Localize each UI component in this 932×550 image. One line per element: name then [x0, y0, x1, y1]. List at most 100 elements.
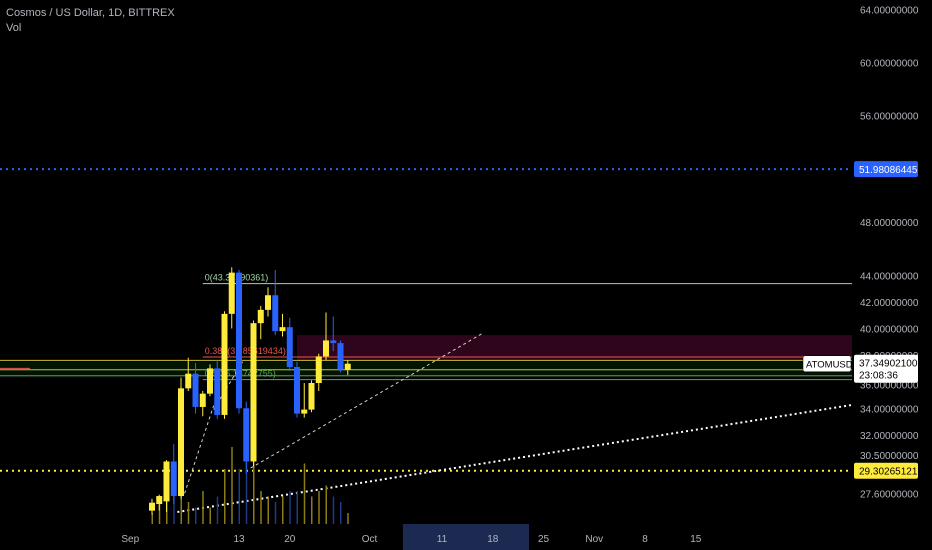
trendline-long[interactable] [177, 403, 853, 513]
candle-body [185, 373, 192, 389]
candle-body [344, 363, 351, 370]
candle[interactable] [294, 361, 300, 418]
candle[interactable] [250, 320, 257, 467]
price-axis-label: 27.60000000 [860, 489, 919, 500]
bar-countdown: 23:08:36 [859, 371, 898, 382]
svg-text:51.98086445: 51.98086445 [859, 165, 918, 176]
candle[interactable] [170, 444, 177, 505]
volume-bar [325, 485, 327, 524]
candle[interactable] [337, 340, 344, 373]
price-axis-label: 40.00000000 [860, 324, 919, 335]
time-axis-label: 11 [437, 534, 448, 545]
candle-body [294, 367, 300, 414]
candle-body [163, 461, 170, 502]
volume-bar [195, 507, 197, 524]
candle[interactable] [192, 363, 199, 414]
symbol-title[interactable]: Cosmos / US Dollar, 1D, BITTREX [6, 7, 175, 19]
time-axis-label: 20 [284, 534, 296, 545]
time-axis-highlight [402, 524, 529, 550]
time-axis-label: 18 [487, 534, 499, 545]
candle-body [337, 343, 344, 370]
candle[interactable] [330, 316, 337, 352]
volume-bar [303, 463, 306, 524]
candle-body [236, 272, 242, 409]
candle[interactable] [323, 312, 329, 361]
candle-body [178, 388, 184, 497]
price-axis-label: 30.50000000 [860, 451, 919, 462]
candle[interactable] [243, 401, 250, 474]
candle[interactable] [286, 317, 293, 372]
candle-body [243, 408, 250, 462]
svg-text:29.30265121: 29.30265121 [859, 467, 918, 478]
volume-bar [332, 496, 335, 524]
candle[interactable] [199, 390, 206, 417]
candle[interactable] [344, 360, 351, 376]
candle[interactable] [185, 357, 192, 391]
trendline-short[interactable] [250, 332, 485, 469]
candle[interactable] [163, 460, 170, 512]
volume-bar [158, 504, 161, 524]
price-axis-label: 56.00000000 [860, 112, 919, 123]
candle[interactable] [265, 287, 271, 317]
candle-body [308, 383, 315, 410]
volume-bar [245, 441, 248, 524]
volume-bar [340, 502, 342, 524]
candle-body [221, 313, 228, 415]
chart-legend: Cosmos / US Dollar, 1D, BITTREX Vol [6, 6, 175, 36]
candle[interactable] [279, 313, 286, 337]
volume-bar [347, 513, 349, 524]
time-axis-label: Sep [121, 534, 139, 545]
candle[interactable] [272, 269, 279, 336]
candle[interactable] [214, 360, 221, 419]
volume-bar [151, 513, 153, 524]
volume-bar [274, 502, 277, 524]
fib-level-label: 0.382(37.85619434) [205, 346, 286, 356]
time-axis-label: 8 [642, 534, 648, 545]
symbol-badge: ATOMUSD [802, 355, 853, 372]
price-axis-label: 34.00000000 [860, 404, 919, 415]
candle[interactable] [178, 377, 184, 499]
volume-bar [282, 496, 284, 524]
candle[interactable] [315, 353, 322, 391]
volume-bar [187, 502, 190, 524]
candle[interactable] [156, 494, 163, 511]
price-axis-label: 42.00000000 [860, 298, 919, 309]
candle[interactable] [236, 269, 242, 414]
volume-bar [253, 458, 255, 524]
candle-body [207, 368, 213, 394]
candle-body [228, 272, 235, 314]
candle[interactable] [228, 267, 235, 329]
candle[interactable] [207, 364, 213, 397]
candle-body [279, 327, 286, 332]
candle-body [250, 323, 257, 462]
price-axis-label: 44.00000000 [860, 271, 919, 282]
volume-indicator-label[interactable]: Vol [6, 22, 22, 34]
candle-body [149, 502, 155, 511]
volume-bar [231, 447, 233, 524]
volume-bar [216, 496, 219, 524]
level-price-badge: 51.98086445 [854, 161, 918, 178]
level-price-badge: 29.30265121 [854, 462, 918, 479]
time-axis-label: Nov [585, 534, 603, 545]
candle[interactable] [308, 380, 315, 413]
candle[interactable] [301, 383, 308, 418]
candle[interactable] [257, 305, 264, 340]
candle-body [199, 393, 206, 407]
candle-body [301, 409, 308, 414]
candle-body [156, 496, 163, 505]
volume-bar [318, 491, 320, 524]
price-axis-label: 48.00000000 [860, 218, 919, 229]
candle-body [315, 356, 322, 384]
volume-bar [209, 507, 211, 524]
time-axis-label: 15 [690, 534, 702, 545]
price-axis-label: 64.00000000 [860, 5, 919, 16]
candle-body [257, 309, 264, 324]
price-axis-label: 36.00000000 [860, 380, 919, 391]
candle[interactable] [221, 311, 228, 419]
volume-bar [202, 491, 204, 524]
candle-body [214, 368, 221, 415]
candle[interactable] [149, 498, 155, 515]
